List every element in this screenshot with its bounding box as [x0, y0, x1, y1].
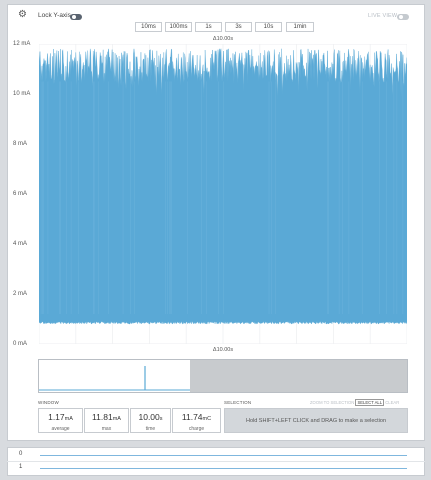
- stat-label: time: [145, 426, 156, 432]
- selection-actions: ZOOM TO SELECTION SELECT ALL CLEAR: [310, 399, 400, 406]
- channel-0-label: 0: [19, 451, 23, 457]
- window-duration-top: Δ10.00s: [212, 36, 234, 42]
- stat-label: charge: [188, 426, 205, 432]
- time-button-100ms[interactable]: 100ms: [165, 22, 192, 32]
- stat-label: max: [101, 426, 112, 432]
- time-button-1s[interactable]: 1s: [195, 22, 222, 32]
- channel-1-label: 1: [19, 464, 23, 470]
- current-series-area: [39, 48, 407, 325]
- y-tick-label: 12 mA: [13, 41, 31, 47]
- lock-y-axis-toggle[interactable]: [70, 14, 82, 20]
- y-tick-label: 6 mA: [13, 191, 28, 197]
- live-view-label: LIVE VIEW: [368, 13, 398, 19]
- current-plot[interactable]: [39, 44, 407, 344]
- window-duration-bottom: Δ10.00s: [212, 347, 234, 353]
- selection-section-title: SELECTION: [224, 400, 252, 405]
- stat-charge: 11.74mC charge: [172, 408, 221, 433]
- stat-label: average: [51, 426, 70, 432]
- channel-1-line: [40, 468, 407, 469]
- channel-divider: [7, 461, 425, 462]
- y-tick-label: 2 mA: [13, 291, 28, 297]
- stat-time: 10.00s time: [130, 408, 171, 433]
- y-tick-label: 4 mA: [13, 241, 28, 247]
- y-tick-label: 8 mA: [13, 141, 28, 147]
- live-view-toggle[interactable]: [397, 14, 409, 20]
- y-tick-label: 10 mA: [13, 91, 31, 97]
- navigation-minimap[interactable]: [38, 359, 408, 393]
- time-button-10ms[interactable]: 10ms: [135, 22, 162, 32]
- time-button-3s[interactable]: 3s: [225, 22, 252, 32]
- window-section-title: WINDOW: [38, 400, 59, 405]
- lock-y-axis-label: Lock Y-axis: [38, 12, 71, 19]
- stat-max: 11.81mA max: [84, 408, 129, 433]
- y-tick-label: 0 mA: [13, 341, 28, 347]
- zoom-to-selection-button[interactable]: ZOOM TO SELECTION: [310, 400, 355, 405]
- selection-box[interactable]: Hold SHIFT+LEFT CLICK and DRAG to make a…: [224, 408, 408, 433]
- stat-value: 10.00s: [138, 412, 163, 422]
- channel-0-line: [40, 455, 407, 456]
- stat-average: 1.17mA average: [38, 408, 83, 433]
- time-button-10s[interactable]: 10s: [255, 22, 282, 32]
- stat-value: 11.81mA: [92, 412, 121, 422]
- clear-button[interactable]: CLEAR: [385, 400, 400, 405]
- stat-value: 1.17mA: [48, 412, 73, 422]
- minimap-out-of-window: [190, 360, 407, 392]
- select-all-button[interactable]: SELECT ALL: [355, 399, 385, 406]
- time-button-1min[interactable]: 1min: [286, 22, 314, 32]
- stat-value: 11.74mC: [181, 412, 212, 422]
- gear-icon[interactable]: ⚙: [18, 9, 27, 20]
